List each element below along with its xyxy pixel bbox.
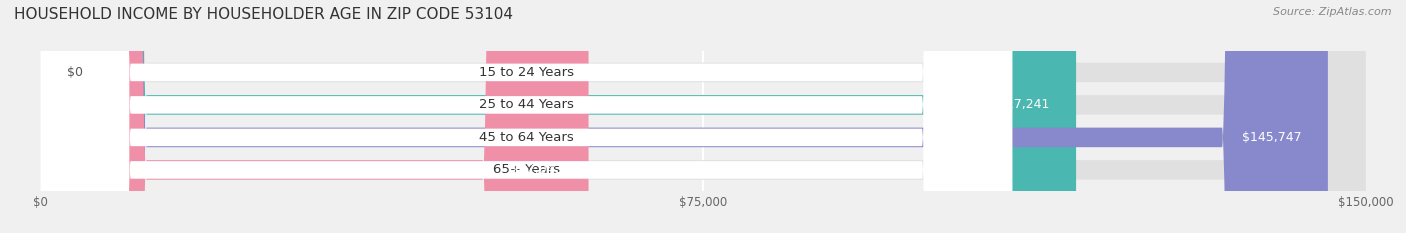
Text: HOUSEHOLD INCOME BY HOUSEHOLDER AGE IN ZIP CODE 53104: HOUSEHOLD INCOME BY HOUSEHOLDER AGE IN Z… (14, 7, 513, 22)
Text: 45 to 64 Years: 45 to 64 Years (479, 131, 574, 144)
FancyBboxPatch shape (41, 0, 1076, 233)
FancyBboxPatch shape (41, 0, 1365, 233)
Text: 65+ Years: 65+ Years (492, 163, 560, 176)
Text: $0: $0 (67, 66, 83, 79)
FancyBboxPatch shape (41, 0, 1012, 233)
FancyBboxPatch shape (41, 0, 1327, 233)
FancyBboxPatch shape (41, 0, 1012, 233)
FancyBboxPatch shape (41, 0, 1365, 233)
Text: $62,043: $62,043 (510, 163, 562, 176)
Text: Source: ZipAtlas.com: Source: ZipAtlas.com (1274, 7, 1392, 17)
Text: $117,241: $117,241 (990, 98, 1050, 111)
Text: 15 to 24 Years: 15 to 24 Years (479, 66, 574, 79)
FancyBboxPatch shape (41, 0, 1365, 233)
FancyBboxPatch shape (41, 0, 1012, 233)
Text: $145,747: $145,747 (1241, 131, 1302, 144)
FancyBboxPatch shape (41, 0, 1365, 233)
FancyBboxPatch shape (41, 0, 589, 233)
FancyBboxPatch shape (41, 0, 1012, 233)
Text: 25 to 44 Years: 25 to 44 Years (479, 98, 574, 111)
